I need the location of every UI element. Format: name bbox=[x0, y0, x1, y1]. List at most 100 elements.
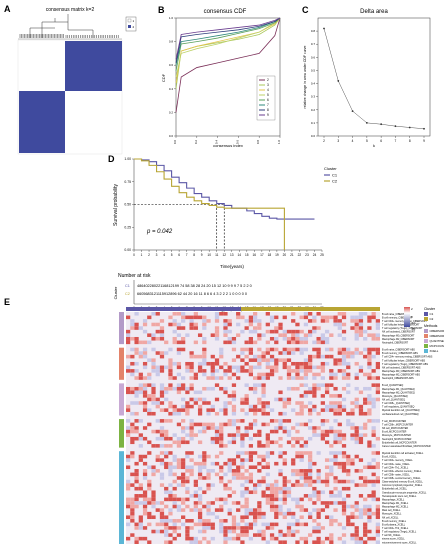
risk-row-label-c2: C2 bbox=[125, 292, 130, 296]
heatmap-cell bbox=[291, 369, 296, 373]
heatmap-cell bbox=[138, 436, 143, 441]
heatmap-cell bbox=[371, 494, 376, 498]
heatmap-cell bbox=[291, 347, 296, 352]
heatmap-cell bbox=[151, 336, 156, 341]
heatmap-cell bbox=[202, 354, 207, 359]
heatmap-cell bbox=[265, 422, 270, 427]
heatmap-cell bbox=[341, 433, 347, 437]
heatmap-cell bbox=[189, 426, 194, 430]
cdf-legend-label-6: 6 bbox=[267, 98, 269, 102]
heatmap-cell bbox=[240, 408, 245, 412]
heatmap-cell bbox=[159, 336, 165, 341]
heatmap-cell bbox=[312, 540, 317, 544]
cdf-line-k9 bbox=[175, 17, 281, 60]
heatmap-cell bbox=[181, 522, 186, 527]
heatmap-cell bbox=[202, 372, 207, 377]
heatmap-cell bbox=[295, 440, 300, 445]
heatmap-cell bbox=[261, 408, 266, 412]
heatmap-cell bbox=[363, 411, 368, 416]
heatmap-cell bbox=[168, 469, 173, 473]
heatmap-cell bbox=[329, 401, 334, 405]
heatmap-cell bbox=[257, 376, 262, 380]
heatmap-cell bbox=[223, 501, 228, 505]
heatmap-cell bbox=[308, 426, 313, 430]
heatmap-cell bbox=[202, 426, 207, 430]
heatmap-cell bbox=[282, 333, 287, 337]
heatmap-cell bbox=[142, 361, 148, 366]
heatmap-cell bbox=[210, 436, 215, 441]
heatmap-cell bbox=[197, 515, 203, 520]
heatmap-cell bbox=[324, 433, 330, 437]
heatmap-cell bbox=[316, 479, 321, 484]
heatmap-cell bbox=[269, 354, 275, 359]
heatmap-cell bbox=[210, 376, 215, 380]
heatmap-cell bbox=[358, 312, 364, 316]
heatmap-cell bbox=[269, 365, 275, 370]
heatmap-cell bbox=[312, 365, 317, 370]
heatmap-cell bbox=[253, 486, 258, 491]
heatmap-cell bbox=[189, 383, 194, 387]
heatmap-cell bbox=[278, 358, 283, 362]
heatmap-cell bbox=[324, 408, 330, 412]
heatmap-cell bbox=[172, 472, 177, 477]
heatmap-cell bbox=[219, 436, 224, 441]
heatmap-cell bbox=[159, 483, 165, 487]
heatmap-cell bbox=[295, 333, 300, 337]
heatmap-cell bbox=[227, 511, 232, 516]
heatmap-cell bbox=[261, 529, 266, 534]
heatmap-cell bbox=[236, 433, 241, 437]
heatmap-cell bbox=[142, 351, 148, 355]
heatmap-cell bbox=[231, 469, 237, 473]
heatmap-cell bbox=[358, 433, 364, 437]
heatmap-cell bbox=[354, 386, 359, 391]
heatmap-cell bbox=[223, 326, 228, 330]
heatmap-cell bbox=[244, 476, 249, 480]
heatmap-cell bbox=[295, 386, 300, 391]
heatmap-cell bbox=[363, 312, 368, 316]
heatmap-cell bbox=[303, 322, 309, 327]
heatmap-cell bbox=[320, 508, 325, 512]
heatmap-cell bbox=[367, 354, 372, 359]
heatmap-cell bbox=[329, 536, 334, 541]
heatmap-cell bbox=[324, 315, 330, 320]
heatmap-cell bbox=[134, 504, 139, 509]
heatmap-cell bbox=[210, 404, 215, 409]
heatmap-cell bbox=[227, 486, 232, 491]
heatmap-cell bbox=[375, 333, 380, 337]
heatmap-row-label: Granulocyte-monocyte progenitor_XCELL bbox=[382, 491, 427, 494]
heatmap-cell bbox=[244, 394, 249, 398]
heatmap-cell bbox=[214, 358, 220, 362]
heatmap-cell bbox=[193, 494, 198, 498]
km-x-tick-label: 2 bbox=[148, 253, 150, 257]
heatmap-row-label: NK cell activated_CIBERSORT bbox=[382, 331, 416, 334]
heatmap-cell bbox=[142, 494, 148, 498]
heatmap-cell bbox=[286, 329, 292, 334]
heatmap-cell bbox=[291, 329, 296, 334]
heatmap-cell bbox=[333, 501, 338, 505]
heatmap-cell bbox=[214, 315, 220, 320]
heatmap-cell bbox=[295, 401, 300, 405]
heatmap-cell bbox=[210, 386, 215, 391]
heatmap-cell bbox=[282, 347, 287, 352]
heatmap-cell bbox=[363, 479, 368, 484]
heatmap-cell bbox=[274, 508, 279, 512]
heatmap-cell bbox=[202, 536, 207, 541]
heatmap-cell bbox=[223, 529, 228, 534]
heatmap-cell bbox=[159, 351, 165, 355]
delta-area-line bbox=[323, 28, 425, 130]
heatmap-cell bbox=[172, 386, 177, 391]
heatmap-cell bbox=[354, 376, 359, 380]
heatmap-cell bbox=[257, 469, 262, 473]
heatmap-cell bbox=[164, 433, 169, 437]
heatmap-cell bbox=[219, 444, 224, 448]
heatmap-cell bbox=[130, 354, 135, 359]
heatmap-cell bbox=[253, 365, 258, 370]
legend-cluster-title: Cluster bbox=[424, 307, 436, 311]
heatmap-cell bbox=[240, 397, 245, 402]
heatmap-cell bbox=[375, 376, 380, 380]
heatmap-cell bbox=[231, 347, 237, 352]
heatmap-row-label: Endothelial cell_MCPCOUNTER bbox=[382, 441, 417, 444]
heatmap-cell bbox=[341, 540, 347, 544]
panel-a-legend-label-1: 1 bbox=[133, 19, 135, 23]
